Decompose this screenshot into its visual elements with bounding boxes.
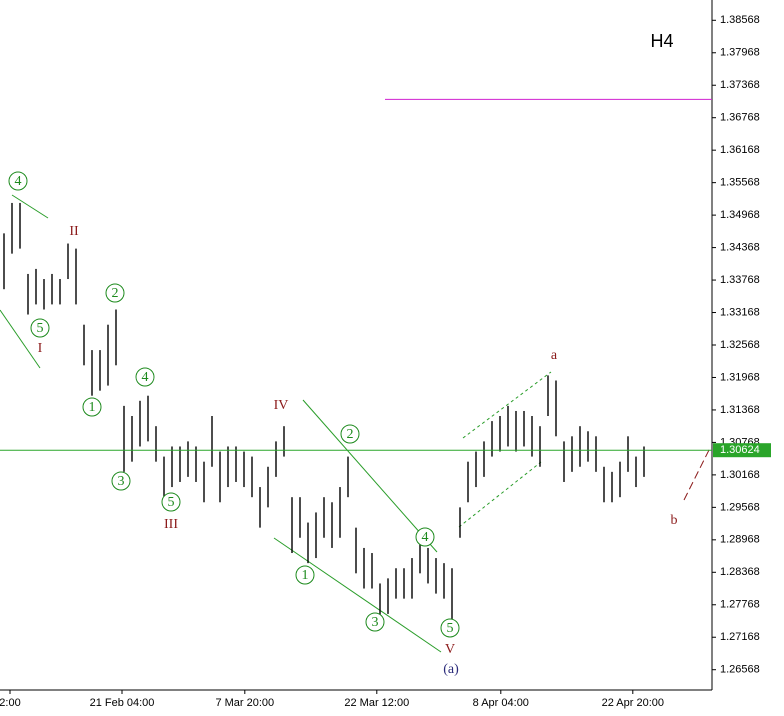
y-tick-label: 1.37368: [720, 79, 760, 91]
wave-circle: [440, 618, 460, 638]
y-tick-label: 1.31968: [720, 371, 760, 383]
y-tick-label: 1.30168: [720, 469, 760, 481]
wave-label: 3: [372, 615, 379, 630]
x-tick-label: 21 Feb 04:00: [90, 697, 155, 709]
wave-label: II: [69, 224, 79, 239]
trend-lines: [0, 194, 552, 653]
wave-circle: [340, 424, 360, 444]
wave-label: 4: [142, 370, 149, 385]
y-tick-label: 1.37968: [720, 47, 760, 59]
y-tick-label: 1.27768: [720, 599, 760, 611]
y-tick-label: 1.33768: [720, 274, 760, 286]
wave-circle: [415, 527, 435, 547]
wave-circle: [111, 471, 131, 491]
trend-line: [302, 399, 438, 553]
current-price-label: 1.30624: [720, 444, 760, 456]
wave-label: 2: [347, 427, 354, 442]
wave-label: 5: [168, 495, 175, 510]
wave-label: 4: [15, 174, 22, 189]
y-tick-label: 1.34368: [720, 241, 760, 253]
wave-label: 1: [89, 400, 96, 415]
wave-circle: [365, 612, 385, 632]
wave-circle: [8, 171, 28, 191]
wave-circle: [82, 397, 102, 417]
y-tick-label: 1.38568: [720, 14, 760, 26]
wave-label: a: [551, 348, 558, 363]
wave-circle: [161, 492, 181, 512]
wave-label: 5: [37, 321, 44, 336]
trend-line: [11, 194, 49, 219]
y-tick-label: 1.35568: [720, 177, 760, 189]
x-tick-label: 22 Mar 12:00: [344, 697, 409, 709]
trend-line: [0, 309, 41, 369]
wave-circle: [135, 367, 155, 387]
wave-label: V: [445, 642, 455, 657]
x-tick-label: 8 Apr 04:00: [473, 697, 529, 709]
wave-circle: [30, 318, 50, 338]
wave-label: 1: [302, 568, 309, 583]
y-tick-label: 1.33168: [720, 306, 760, 318]
y-tick-label: 1.36168: [720, 144, 760, 156]
y-tick-label: 1.32568: [720, 339, 760, 351]
wave-label: b: [671, 513, 678, 528]
wave-label: 2: [112, 286, 119, 301]
x-tick-label: 7 Mar 20:00: [215, 697, 274, 709]
projection-line: [683, 447, 711, 501]
wave-label: I: [38, 341, 43, 356]
trend-line: [273, 537, 442, 653]
y-tick-label: 1.27168: [720, 631, 760, 643]
wave-circle: [295, 565, 315, 585]
wave-label: 5: [447, 621, 454, 636]
wave-circle: [105, 283, 125, 303]
wave-label: 4: [422, 530, 429, 545]
x-tick-label: 22 Apr 20:00: [602, 697, 664, 709]
wave-label: (a): [443, 662, 459, 677]
y-tick-label: 1.29568: [720, 501, 760, 513]
y-tick-label: 1.36768: [720, 112, 760, 124]
current-price-box: [713, 443, 771, 458]
wave-label: IV: [274, 398, 289, 413]
y-tick-label: 1.28968: [720, 534, 760, 546]
channel-line: [462, 371, 552, 439]
timeframe-label: H4: [650, 31, 673, 51]
wave-label: 3: [118, 474, 125, 489]
y-tick-label: 1.31368: [720, 404, 760, 416]
y-tick-label: 1.34968: [720, 209, 760, 221]
y-tick-label: 1.28368: [720, 566, 760, 578]
x-tick-label: 2:00: [0, 697, 21, 709]
y-tick-label: 1.26568: [720, 664, 760, 676]
wave-label: III: [164, 517, 178, 532]
